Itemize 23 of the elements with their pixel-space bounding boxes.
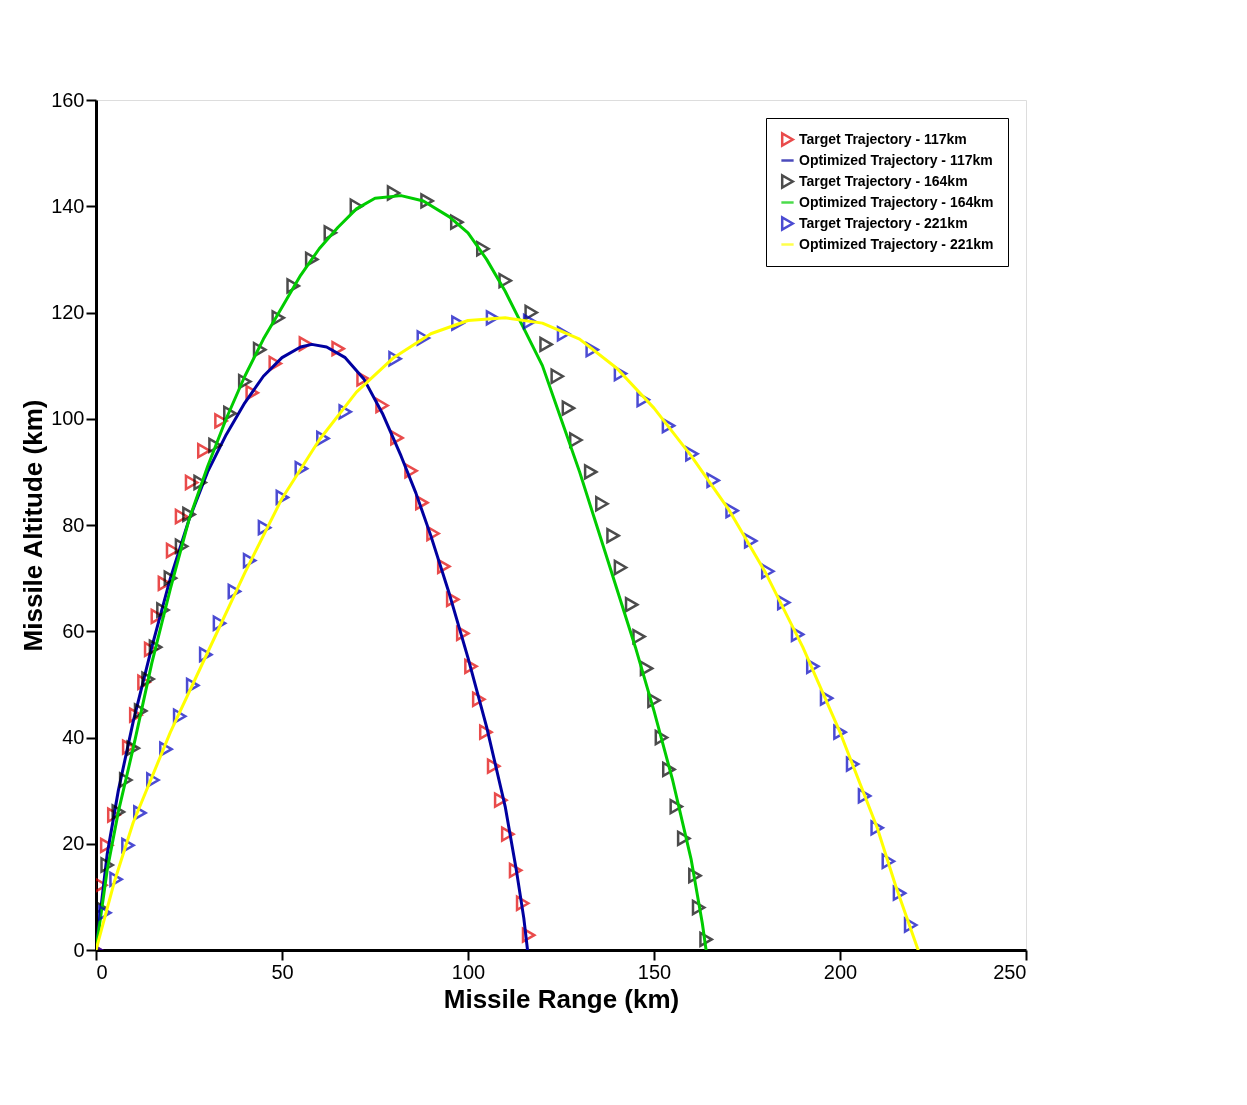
y-tick-label: 80 bbox=[62, 513, 85, 536]
y-tick-label: 20 bbox=[62, 832, 85, 855]
y-tick-label: 0 bbox=[73, 938, 85, 961]
legend-label: Optimized Trajectory - 221km bbox=[799, 235, 994, 252]
legend-label: Optimized Trajectory - 164km bbox=[799, 193, 994, 210]
x-tick-label: 200 bbox=[823, 960, 858, 983]
y-tick-label: 120 bbox=[51, 301, 85, 323]
x-tick-label: 50 bbox=[271, 960, 294, 983]
y-tick-label: 40 bbox=[62, 726, 85, 748]
x-tick-label: 150 bbox=[637, 960, 672, 983]
y-tick-label: 60 bbox=[62, 619, 85, 642]
y-tick-label: 140 bbox=[51, 194, 85, 217]
y-tick-label: 100 bbox=[51, 407, 85, 430]
x-tick-label: 250 bbox=[993, 960, 1027, 983]
y-tick-label: 160 bbox=[51, 88, 85, 111]
y-axis-title: Missile Altitude (km) bbox=[18, 399, 49, 652]
legend-label: Target Trajectory - 164km bbox=[799, 172, 968, 189]
legend-label: Target Trajectory - 117km bbox=[799, 130, 967, 147]
x-tick-label: 100 bbox=[451, 960, 486, 983]
legend-label: Target Trajectory - 221km bbox=[799, 214, 968, 231]
x-tick-label: 0 bbox=[96, 960, 108, 983]
x-axis-title: Missile Range (km) bbox=[443, 983, 680, 1014]
legend-label: Optimized Trajectory - 117km bbox=[799, 151, 993, 168]
